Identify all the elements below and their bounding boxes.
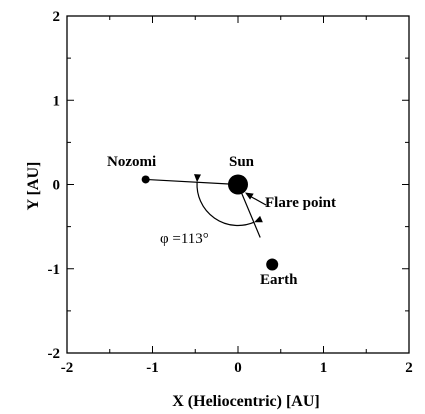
angle-arc: [196, 182, 255, 227]
points-layer: [141, 174, 279, 271]
ticks-layer: -2 -1 0 1 2 -2 -1 0 1 2: [48, 9, 413, 376]
plot-frame: [66, 15, 410, 354]
y-tick-label: 0: [53, 178, 61, 194]
angle-arrow-start: [194, 174, 201, 183]
angle-label: φ =113°: [160, 231, 209, 247]
flare-arrow-head: [245, 192, 254, 200]
y-axis-title: Y [AU]: [25, 162, 42, 211]
nozomi-label: Nozomi: [107, 154, 156, 170]
x-axis-title: X (Heliocentric) [AU]: [172, 393, 320, 410]
angle-arrow-end: [254, 215, 263, 223]
y-tick-label: 2: [53, 9, 61, 25]
point-nozomi: [141, 175, 150, 184]
x-tick-label: 2: [405, 360, 413, 376]
y-tick-label: -2: [48, 346, 61, 362]
y-tick-label: -1: [48, 262, 61, 278]
x-tick-label: -2: [61, 360, 74, 376]
sun-label: Sun: [229, 154, 255, 170]
x-tick-label: -1: [146, 360, 159, 376]
x-tick-label: 0: [234, 360, 242, 376]
earth-label: Earth: [260, 272, 298, 288]
flare-point-label: Flare point: [265, 195, 336, 211]
y-tick-label: 1: [53, 93, 61, 109]
x-tick-label: 1: [320, 360, 328, 376]
nozomi-sun-line: [145, 178, 239, 186]
point-earth: [266, 258, 279, 271]
point-sun: [228, 174, 248, 195]
lines-layer: [145, 174, 267, 238]
